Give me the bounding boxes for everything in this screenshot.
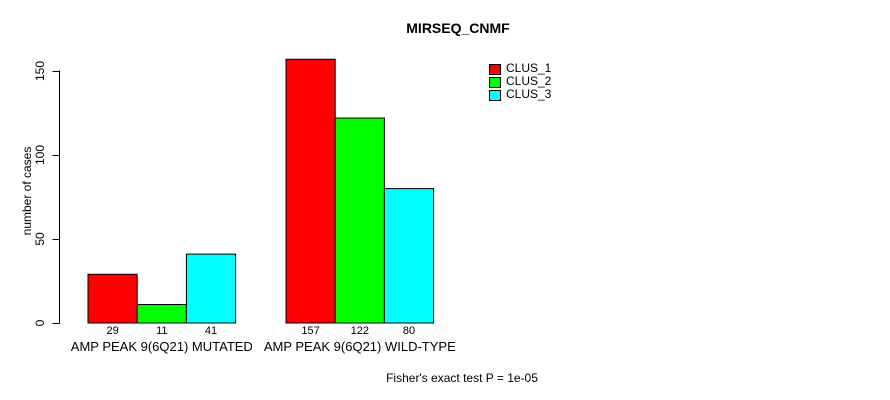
legend-swatch-clus_1 (489, 64, 501, 75)
chart-title: MIRSEQ_CNMF (406, 20, 510, 36)
bar-clus_3-group-1 (383, 188, 435, 324)
legend-swatch-clus_2 (489, 77, 501, 88)
bar-value-label: 157 (301, 325, 320, 337)
legend-label-clus_1: CLUS_1 (506, 61, 552, 75)
legend-label-clus_2: CLUS_2 (506, 74, 552, 88)
y-tick-label: 150 (33, 60, 47, 82)
bar-value-label: 122 (350, 325, 369, 337)
fisher-test-annotation: Fisher's exact test P = 1e-05 (386, 371, 538, 385)
bar-clus_1-group-0 (87, 273, 138, 324)
category-label: AMP PEAK 9(6Q21) WILD-TYPE (263, 339, 456, 354)
y-tick-label: 50 (33, 232, 47, 246)
bar-value-label: 80 (402, 325, 416, 337)
category-label: AMP PEAK 9(6Q21) MUTATED (70, 339, 253, 354)
bar-value-label: 11 (156, 325, 168, 337)
bar-clus_3-group-0 (185, 253, 237, 324)
bar-clus_1-group-1 (285, 58, 336, 324)
bar-clus_2-group-1 (334, 117, 385, 324)
legend-swatch-clus_3 (489, 90, 501, 101)
bar-clus_2-group-0 (136, 304, 187, 324)
y-tick-label: 0 (33, 319, 47, 327)
legend-label-clus_3: CLUS_3 (506, 87, 552, 101)
y-tick-label: 100 (33, 144, 47, 166)
bar-value-label: 41 (204, 325, 218, 337)
bar-value-label: 29 (106, 325, 119, 337)
